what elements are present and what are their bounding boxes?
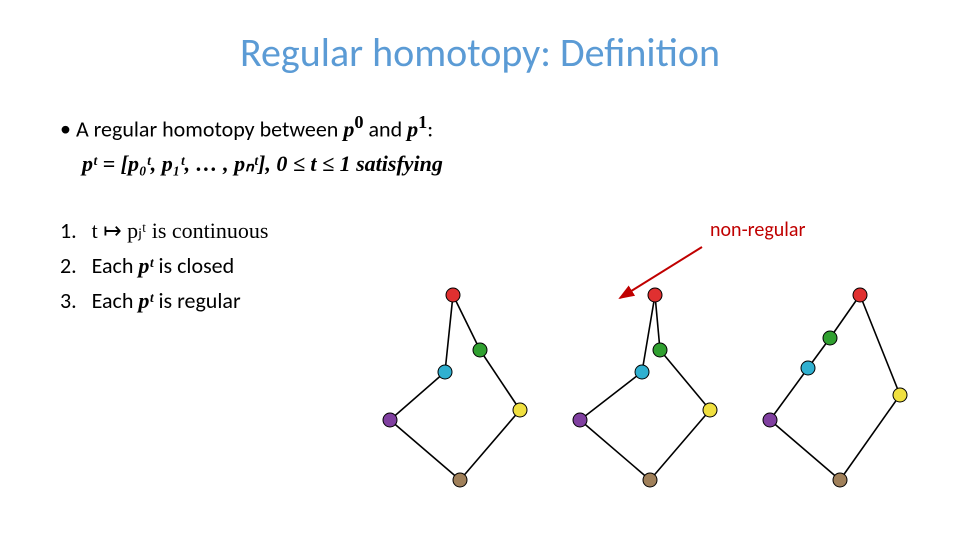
graph-edge bbox=[860, 295, 900, 395]
node-red bbox=[853, 288, 867, 302]
graph-edge bbox=[460, 410, 520, 480]
graph-edge bbox=[642, 295, 655, 372]
node-green bbox=[653, 343, 667, 357]
graph-edge bbox=[580, 420, 650, 480]
node-brown bbox=[833, 473, 847, 487]
node-red bbox=[648, 288, 662, 302]
graph-edge bbox=[390, 372, 445, 420]
graph-edge bbox=[453, 295, 480, 350]
node-cyan bbox=[801, 361, 815, 375]
node-cyan bbox=[438, 365, 452, 379]
graph-edge bbox=[390, 420, 460, 480]
graph-edge bbox=[830, 295, 860, 338]
graph-3 bbox=[760, 280, 930, 500]
graph-edge bbox=[770, 368, 808, 420]
graph-edge bbox=[650, 410, 710, 480]
graph-edge bbox=[840, 395, 900, 480]
node-purple bbox=[383, 413, 397, 427]
node-cyan bbox=[635, 365, 649, 379]
graph-edge bbox=[480, 350, 520, 410]
graph-edge bbox=[580, 372, 642, 420]
node-yellow bbox=[703, 403, 717, 417]
graph-1 bbox=[380, 280, 550, 500]
graph-edge bbox=[770, 420, 840, 480]
node-green bbox=[473, 343, 487, 357]
node-red bbox=[446, 288, 460, 302]
node-brown bbox=[453, 473, 467, 487]
graph-diagrams bbox=[380, 280, 940, 520]
node-purple bbox=[573, 413, 587, 427]
slide: Regular homotopy: Definition A regular h… bbox=[0, 0, 960, 540]
graph-2 bbox=[570, 280, 740, 500]
node-yellow bbox=[893, 388, 907, 402]
graph-edge bbox=[445, 295, 453, 372]
graph-edge bbox=[655, 295, 660, 350]
node-green bbox=[823, 331, 837, 345]
graph-edge bbox=[660, 350, 710, 410]
node-brown bbox=[643, 473, 657, 487]
node-purple bbox=[763, 413, 777, 427]
node-yellow bbox=[513, 403, 527, 417]
